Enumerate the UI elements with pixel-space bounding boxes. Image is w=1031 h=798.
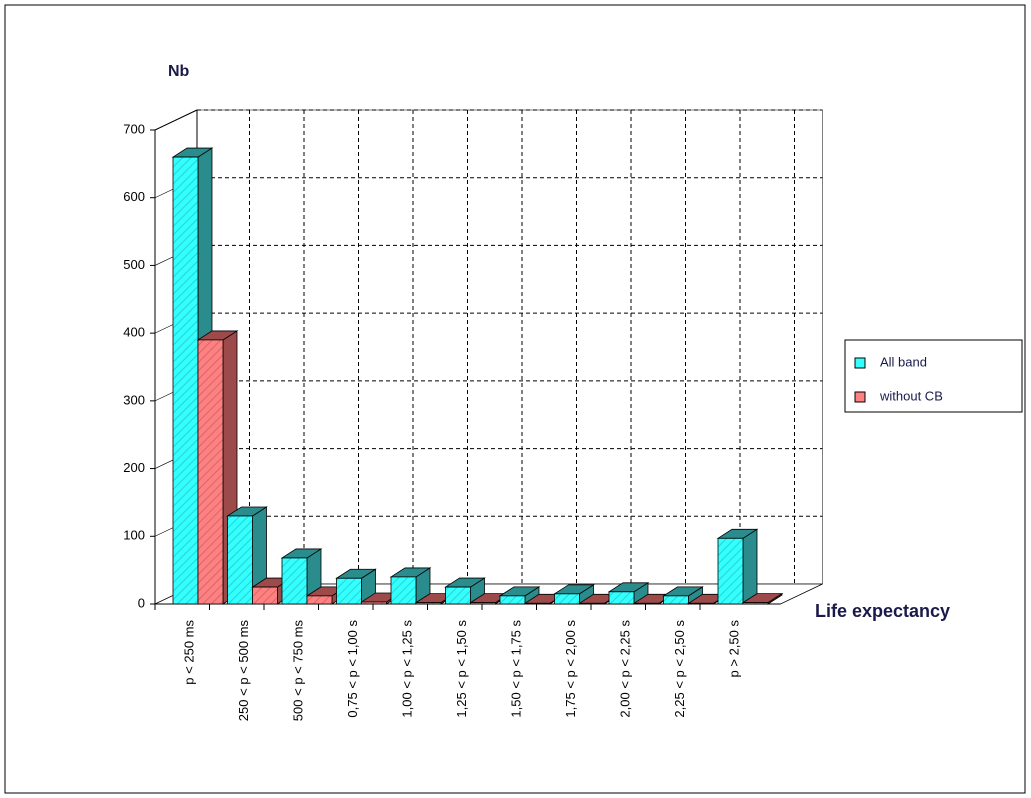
bar-hatch bbox=[416, 602, 441, 604]
bar-hatch bbox=[525, 603, 550, 604]
x-tick-label: 1,75 < p < 2,00 s bbox=[563, 620, 578, 718]
x-axis-title: Life expectancy bbox=[815, 601, 950, 621]
x-tick-label: 500 < p < 750 ms bbox=[291, 620, 306, 722]
y-tick-label: 100 bbox=[123, 528, 145, 543]
bar-hatch bbox=[663, 595, 689, 604]
x-tick-label: 2,00 < p < 2,25 s bbox=[618, 620, 633, 718]
bar-side bbox=[742, 528, 758, 605]
bar-hatch bbox=[391, 576, 416, 604]
y-tick-label: 200 bbox=[123, 460, 145, 475]
legend-label: without CB bbox=[879, 388, 943, 403]
bar-hatch bbox=[500, 595, 525, 604]
y-tick-label: 300 bbox=[123, 392, 145, 407]
bar-hatch bbox=[743, 602, 768, 604]
legend-label: All band bbox=[880, 354, 927, 369]
x-tick-label: p < 250 ms bbox=[182, 620, 197, 685]
bar-hatch bbox=[252, 587, 278, 604]
bar-hatch bbox=[688, 603, 714, 604]
y-tick-label: 400 bbox=[123, 325, 145, 340]
legend-swatch bbox=[854, 391, 866, 403]
legend-swatch bbox=[854, 357, 866, 369]
y-axis-title: Nb bbox=[168, 63, 190, 80]
y-tick-label: 600 bbox=[123, 189, 145, 204]
grid-line bbox=[154, 109, 198, 131]
x-tick-label: 1,00 < p < 1,25 s bbox=[400, 620, 415, 718]
bar-hatch bbox=[718, 538, 743, 604]
bar-hatch bbox=[445, 587, 471, 604]
bar-hatch bbox=[173, 157, 198, 605]
x-tick-label: p > 2,50 s bbox=[727, 620, 742, 678]
back-wall bbox=[196, 109, 823, 585]
y-tick-label: 500 bbox=[123, 257, 145, 272]
bar-hatch bbox=[554, 593, 580, 604]
bar-hatch bbox=[634, 603, 659, 604]
bar-hatch bbox=[470, 602, 496, 604]
bar-hatch bbox=[609, 591, 634, 604]
bar-hatch bbox=[282, 557, 307, 604]
bar-hatch bbox=[198, 339, 223, 604]
y-tick-label: 0 bbox=[138, 595, 145, 610]
y-tick-label: 700 bbox=[123, 121, 145, 136]
x-tick-label: 2,25 < p < 2,50 s bbox=[672, 620, 687, 718]
bar-hatch bbox=[361, 601, 387, 604]
bar-hatch bbox=[227, 515, 253, 604]
bar-hatch bbox=[307, 595, 332, 604]
legend bbox=[844, 339, 1023, 413]
x-tick-label: 250 < p < 500 ms bbox=[236, 620, 251, 722]
x-tick-label: 1,50 < p < 1,75 s bbox=[509, 620, 524, 718]
x-tick-label: 1,25 < p < 1,50 s bbox=[454, 620, 469, 718]
x-tick-label: 0,75 < p < 1,00 s bbox=[345, 620, 360, 718]
bar-hatch bbox=[336, 578, 362, 604]
bar-hatch bbox=[579, 603, 605, 604]
